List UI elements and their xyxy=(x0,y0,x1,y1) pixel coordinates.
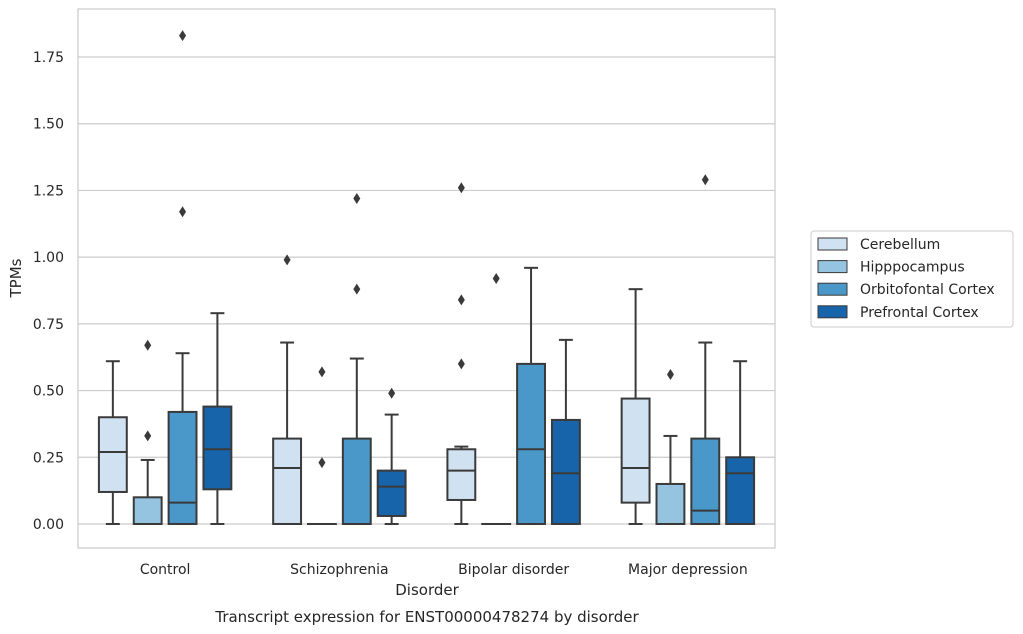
outlier-point xyxy=(457,358,465,370)
outlier-point xyxy=(283,254,291,266)
legend-swatch xyxy=(817,282,848,296)
y-tick-label: 1.75 xyxy=(33,50,64,66)
box-3-3 xyxy=(725,360,756,525)
y-tick-label: 0.00 xyxy=(33,517,64,533)
box-body xyxy=(376,469,407,517)
outlier-point xyxy=(144,339,152,351)
plot-area-frame xyxy=(77,8,776,549)
box-body xyxy=(167,410,198,525)
outlier-point xyxy=(318,457,326,469)
box-1-0 xyxy=(132,339,163,525)
outlier-point xyxy=(666,369,674,381)
y-tick-label: 1.50 xyxy=(33,117,64,133)
outlier-point xyxy=(701,174,709,186)
legend-label: Hipppocampus xyxy=(860,260,965,276)
outlier-point xyxy=(492,273,500,284)
box-1-2 xyxy=(481,273,512,525)
outlier-point xyxy=(457,294,465,306)
y-tick-label: 0.75 xyxy=(33,317,64,333)
legend-swatch xyxy=(817,260,848,274)
box-body xyxy=(202,405,233,491)
x-tick-label: Major depression xyxy=(628,562,748,578)
box-2-0 xyxy=(167,30,198,525)
chart-caption: Transcript expression for ENST0000047827… xyxy=(214,608,639,626)
box-body xyxy=(272,437,303,525)
outlier-point xyxy=(179,206,187,218)
box-1-3 xyxy=(655,369,686,525)
box-2-1 xyxy=(341,192,372,525)
box-body xyxy=(655,482,686,525)
legend-frame xyxy=(810,230,1014,328)
outlier-point xyxy=(353,192,361,204)
box-2-2 xyxy=(516,266,546,525)
outlier-point xyxy=(179,30,187,42)
legend-swatch xyxy=(817,237,848,251)
outlier-point xyxy=(457,182,465,194)
legend-label: Prefrontal Cortex xyxy=(860,305,979,321)
box-body xyxy=(516,362,546,525)
boxes xyxy=(97,30,756,525)
outlier-point xyxy=(318,366,326,378)
y-tick-label: 0.25 xyxy=(33,450,64,466)
legend-swatch xyxy=(817,305,848,319)
box-body xyxy=(446,448,477,501)
y-axis-label: TPMs xyxy=(7,258,25,298)
y-tick-labels: 0.00 0.25 0.50 0.75 1.00 1.25 1.50 1.75 xyxy=(33,50,64,533)
box-body xyxy=(132,496,163,525)
box-2-3 xyxy=(690,174,721,525)
y-tick-label: 1.00 xyxy=(33,250,64,266)
legend-label: Orbitofontal Cortex xyxy=(860,282,995,298)
outlier-point xyxy=(388,387,396,399)
x-tick-label: Bipolar disorder xyxy=(458,562,569,578)
box-0-0 xyxy=(97,360,128,525)
x-tick-label: Schizophrenia xyxy=(290,562,388,578)
y-tick-label: 1.25 xyxy=(33,183,64,199)
x-tick-labels: Control Schizophrenia Bipolar disorder Majo… xyxy=(140,562,748,578)
y-tick-label: 0.50 xyxy=(33,384,64,400)
legend: Cerebellum Hipppocampus Orbitofontal Corte… xyxy=(810,230,1014,328)
box-body xyxy=(620,397,651,504)
box-body xyxy=(97,416,128,493)
box-3-1 xyxy=(376,387,407,525)
legend-label: Cerebellum xyxy=(860,237,940,253)
outlier-point xyxy=(353,283,361,295)
box-0-2 xyxy=(446,182,477,525)
box-3-0 xyxy=(202,312,233,525)
box-body xyxy=(725,456,756,525)
box-body xyxy=(341,437,372,525)
x-axis-label: Disorder xyxy=(395,581,459,599)
box-0-3 xyxy=(620,288,651,525)
outlier-point xyxy=(144,430,152,442)
box-3-2 xyxy=(550,338,581,525)
x-tick-label: Control xyxy=(140,562,191,578)
box-body xyxy=(550,418,581,525)
box-1-1 xyxy=(307,366,337,525)
box-0-1 xyxy=(272,254,303,525)
